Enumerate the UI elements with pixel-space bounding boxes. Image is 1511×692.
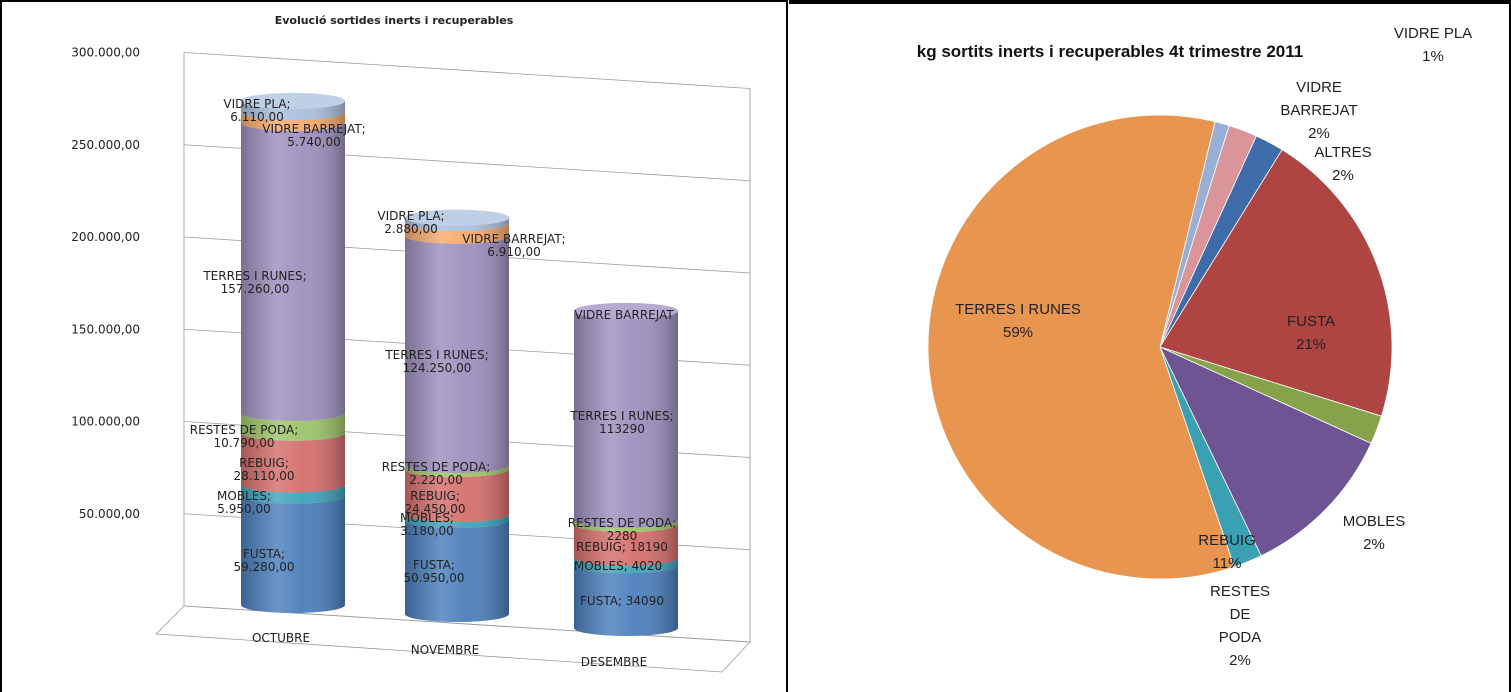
pie-label-vidre-pla: VIDRE PLA 1%	[1394, 25, 1472, 65]
x-tick-label: OCTUBRE	[252, 631, 310, 645]
bar-segment-shading	[241, 100, 345, 121]
bar-segment-shading	[574, 310, 678, 528]
bar-column-novembre	[405, 209, 509, 622]
pie-label-terres-i-runes: TERRES I RUNES 59%	[955, 301, 1081, 341]
x-tick-label: NOVEMBRE	[411, 643, 480, 657]
bar-segment-shading	[574, 557, 678, 574]
y-axis-tick-labels: 50.000,00 100.000,00 150.000,00 200.000,00 2…	[71, 46, 140, 521]
bar-segment-shading	[241, 432, 345, 493]
y-tick-label: 150.000,00	[71, 322, 140, 336]
bar-segment-shading	[241, 495, 345, 613]
bar-segment-top-vidre-pla	[241, 92, 345, 109]
y-tick-label: 50.000,00	[79, 507, 140, 521]
x-axis-tick-labels: OCTUBRE NOVEMBRE DESEMBRE	[252, 631, 647, 669]
bar-segment-shading	[241, 484, 345, 504]
data-label-fusta: FUSTA; 59.280,00	[233, 547, 294, 574]
bar-segment-top-vidre-pla	[405, 209, 509, 226]
pie-slice-fusta	[1159, 149, 1393, 417]
data-label-vidre-barrejat: VIDRE BARREJAT; 5.740,00	[262, 122, 365, 149]
bar-column-desembre	[574, 302, 678, 636]
pie-slice-terres-i-runes	[927, 114, 1235, 580]
bar-segment-shading	[241, 122, 345, 421]
data-label-mobles: MOBLES; 5.950,00	[217, 489, 271, 516]
bar-segment-shading	[405, 235, 509, 473]
data-label-vidre-barrejat: VIDRE BARREJAT; 6.910,00	[462, 232, 565, 259]
pie-label-mobles: MOBLES 2%	[1343, 513, 1406, 553]
data-label-vidre-pla: VIDRE PLA; 6.110,00	[223, 97, 290, 124]
data-label-fusta: FUSTA; 34090	[580, 594, 664, 608]
bar-segment-shading	[241, 112, 345, 131]
data-label-rebuig: REBUIG; 24.450,00	[404, 489, 465, 516]
y-tick-label: 200.000,00	[71, 230, 140, 244]
data-label-mobles: MOBLES; 3.180,00	[400, 511, 454, 538]
pie-label-vidre-barrejat: VIDRE BARREJAT 2%	[1280, 79, 1357, 142]
bar-segment-shading	[574, 565, 678, 636]
gridline	[183, 52, 751, 89]
bar-segment-shading	[405, 469, 509, 523]
data-label-restes-de-poda: RESTES DE PODA; 10.790,00	[190, 423, 298, 450]
pie-data-labels: VIDRE PLA 1% VIDRE BARREJAT 2%ALTRES 2% FUSTA 2…	[955, 25, 1472, 669]
pie-chart: kg sortits inerts i recuperables 4t trim…	[917, 25, 1472, 669]
data-label-vidre-barrejat: VIDRE BARREJAT	[574, 308, 674, 322]
pie-label-fusta: FUSTA 21%	[1287, 313, 1335, 353]
data-label-rebuig: REBUIG; 18190	[576, 540, 668, 554]
pie-label-rebuig: REBUIG 11%	[1198, 532, 1256, 572]
bar-segment-shading	[405, 222, 509, 244]
x-tick-label: DESEMBRE	[581, 655, 648, 669]
chart-title: Evolució sortides inerts i recuperables	[275, 14, 514, 27]
data-label-rebuig: REBUIG; 28.110,00	[233, 456, 294, 483]
chart-title: kg sortits inerts i recuperables 4t trim…	[917, 42, 1303, 61]
chart-floor	[155, 605, 751, 673]
bar-segment-shading	[574, 524, 678, 566]
stacked-cylinder-chart: Evolució sortides inerts i recuperables …	[71, 14, 751, 673]
bar-segment-shading	[405, 514, 509, 528]
stacked-cylinder-chart-panel: Evolució sortides inerts i recuperables …	[0, 0, 788, 692]
data-label-terres-i-runes: TERRES I RUNES; 113290	[569, 409, 673, 436]
y-tick-label: 300.000,00	[71, 46, 140, 60]
bar-segment-shading	[405, 217, 509, 231]
chart-data-labels: FUSTA; 59.280,00 FUSTA; 50.950,00 FUSTA; 340…	[190, 97, 676, 608]
y-tick-label: 100.000,00	[71, 415, 140, 429]
bar-segment-shading	[241, 412, 345, 441]
pie-slices	[927, 114, 1393, 580]
pie-label-altres: ALTRES 2%	[1314, 144, 1371, 184]
data-label-terres-i-runes: TERRES I RUNES; 157.260,00	[202, 269, 306, 296]
pie-slice-rebuig	[1159, 346, 1372, 557]
bar-column-octubre	[241, 92, 345, 613]
bar-segment-shading	[405, 464, 509, 478]
bar-segment-shading	[405, 519, 509, 622]
data-label-vidre-pla: VIDRE PLA; 2.880,00	[377, 209, 444, 236]
bar-segment-top-terres-i-runes	[574, 302, 678, 319]
pie-label-restes-de-poda: RESTES DE PODA 2%	[1210, 583, 1270, 669]
data-label-restes-de-poda: RESTES DE PODA; 2.220,00	[382, 460, 490, 487]
chart-bars	[241, 92, 678, 636]
data-label-restes-de-poda: RESTES DE PODA; 2280	[568, 516, 676, 543]
data-label-terres-i-runes: TERRES I RUNES; 124.250,00	[384, 348, 488, 375]
pie-chart-panel: kg sortits inerts i recuperables 4t trim…	[789, 0, 1511, 692]
y-tick-label: 250.000,00	[71, 138, 140, 152]
data-label-fusta: FUSTA; 50.950,00	[403, 558, 464, 585]
data-label-mobles: MOBLES; 4020	[574, 559, 662, 573]
bar-segment-shading	[574, 519, 678, 533]
